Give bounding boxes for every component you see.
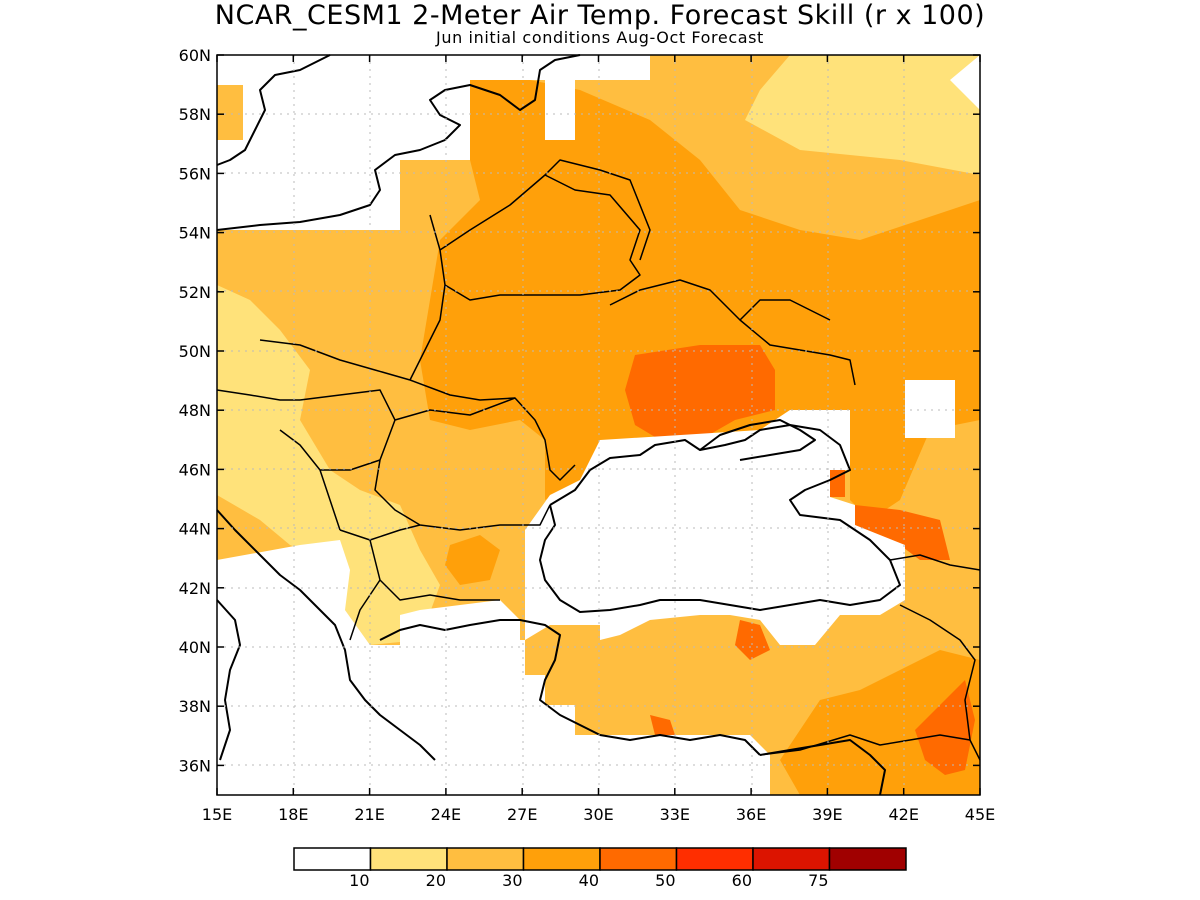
skill-region-ukraine-high bbox=[625, 345, 775, 440]
border-turkey-south bbox=[759, 734, 971, 756]
latitude-axis: 60N 58N 56N 54N 52N 50N 48N 46N 44N 42N 40N 38N 36N bbox=[179, 46, 980, 775]
skill-region-crimea-high bbox=[830, 470, 845, 497]
skill-region-caucasus-high bbox=[855, 505, 950, 560]
lon-tick-label: 18E bbox=[278, 805, 308, 824]
colorbar-label: 50 bbox=[655, 871, 675, 890]
border-caucasus bbox=[889, 554, 981, 571]
skill-region-south-high bbox=[650, 715, 675, 735]
lat-tick-label: 36N bbox=[179, 756, 211, 775]
lat-tick-label: 48N bbox=[179, 401, 211, 420]
lat-tick-label: 56N bbox=[179, 164, 211, 183]
skill-region-northeast-low bbox=[745, 55, 980, 175]
lat-tick-label: 52N bbox=[179, 283, 211, 302]
colorbar-swatch bbox=[752, 847, 831, 871]
border-ukraine-north bbox=[609, 279, 856, 386]
colorbar-swatch bbox=[369, 847, 448, 871]
colorbar-swatch bbox=[675, 847, 754, 871]
country-borders bbox=[216, 159, 981, 761]
lon-tick-label: 27E bbox=[507, 805, 537, 824]
colorbar: 10 20 30 40 50 60 75 bbox=[293, 847, 907, 890]
lat-tick-label: 38N bbox=[179, 697, 211, 716]
lat-tick-label: 60N bbox=[179, 46, 211, 65]
colorbar-swatch bbox=[828, 847, 907, 871]
colorbar-label: 60 bbox=[732, 871, 752, 890]
lat-tick-label: 40N bbox=[179, 638, 211, 657]
coastline-italy bbox=[216, 599, 241, 761]
colorbar-label: 75 bbox=[808, 871, 828, 890]
coastline-azov bbox=[699, 419, 816, 461]
colorbar-label: 10 bbox=[349, 871, 369, 890]
mask-northwest-corner bbox=[217, 55, 243, 85]
colorbar-swatch bbox=[446, 847, 525, 871]
lon-tick-label: 24E bbox=[431, 805, 461, 824]
lon-tick-label: 21E bbox=[354, 805, 384, 824]
skill-field bbox=[217, 55, 980, 795]
coastlines bbox=[216, 54, 901, 796]
lat-tick-label: 46N bbox=[179, 460, 211, 479]
colorbar-swatch bbox=[522, 847, 601, 871]
lon-tick-label: 45E bbox=[965, 805, 995, 824]
lon-tick-label: 15E bbox=[202, 805, 232, 824]
border-russia-east bbox=[544, 159, 831, 321]
colorbar-swatch bbox=[293, 847, 372, 871]
mask-northeast-corner bbox=[950, 55, 980, 110]
lat-tick-label: 58N bbox=[179, 105, 211, 124]
colorbar-label: 40 bbox=[579, 871, 599, 890]
colorbar-label: 30 bbox=[502, 871, 522, 890]
border-czech bbox=[259, 339, 411, 381]
lon-tick-label: 36E bbox=[736, 805, 766, 824]
skill-region-balkan-mid bbox=[445, 535, 500, 585]
lat-tick-label: 42N bbox=[179, 579, 211, 598]
skill-region-west-low bbox=[217, 285, 440, 645]
border-poland-east bbox=[409, 214, 446, 381]
coastline-scandinavia bbox=[216, 54, 331, 166]
longitude-axis: 15E 18E 21E 24E 27E 30E 33E 36E 39E 42E 45E bbox=[202, 55, 995, 824]
colorbar-label: 20 bbox=[426, 871, 446, 890]
lon-tick-label: 42E bbox=[888, 805, 918, 824]
border-ukraine-south bbox=[409, 379, 576, 481]
skill-region-anatolia-high bbox=[915, 680, 975, 775]
lat-tick-label: 54N bbox=[179, 224, 211, 243]
coastline-turkey-south bbox=[759, 739, 886, 796]
mask-baltic bbox=[217, 55, 650, 230]
border-hungary bbox=[299, 389, 396, 421]
coastline-baltic bbox=[216, 54, 581, 231]
grid-lines bbox=[217, 55, 980, 795]
border-belarus bbox=[439, 174, 641, 301]
lon-tick-label: 39E bbox=[812, 805, 842, 824]
coastline-adriatic bbox=[216, 509, 436, 761]
map-title: NCAR_CESM1 2-Meter Air Temp. Forecast Sk… bbox=[214, 0, 986, 31]
lat-tick-label: 44N bbox=[179, 520, 211, 539]
mask-caspian-patch bbox=[905, 380, 955, 438]
mask-mediterranean-east bbox=[600, 735, 770, 795]
coastline-aegean bbox=[379, 619, 761, 756]
map-subtitle: Jun initial conditions Aug-Oct Forecast bbox=[436, 28, 764, 47]
lon-tick-label: 33E bbox=[660, 805, 690, 824]
border-austria bbox=[216, 389, 300, 401]
coastline-black-sea bbox=[539, 424, 901, 613]
colorbar-swatch bbox=[599, 847, 678, 871]
border-balkans bbox=[279, 429, 500, 641]
lon-tick-label: 30E bbox=[583, 805, 613, 824]
skill-region-coast-high bbox=[735, 620, 770, 660]
lat-tick-label: 50N bbox=[179, 342, 211, 361]
